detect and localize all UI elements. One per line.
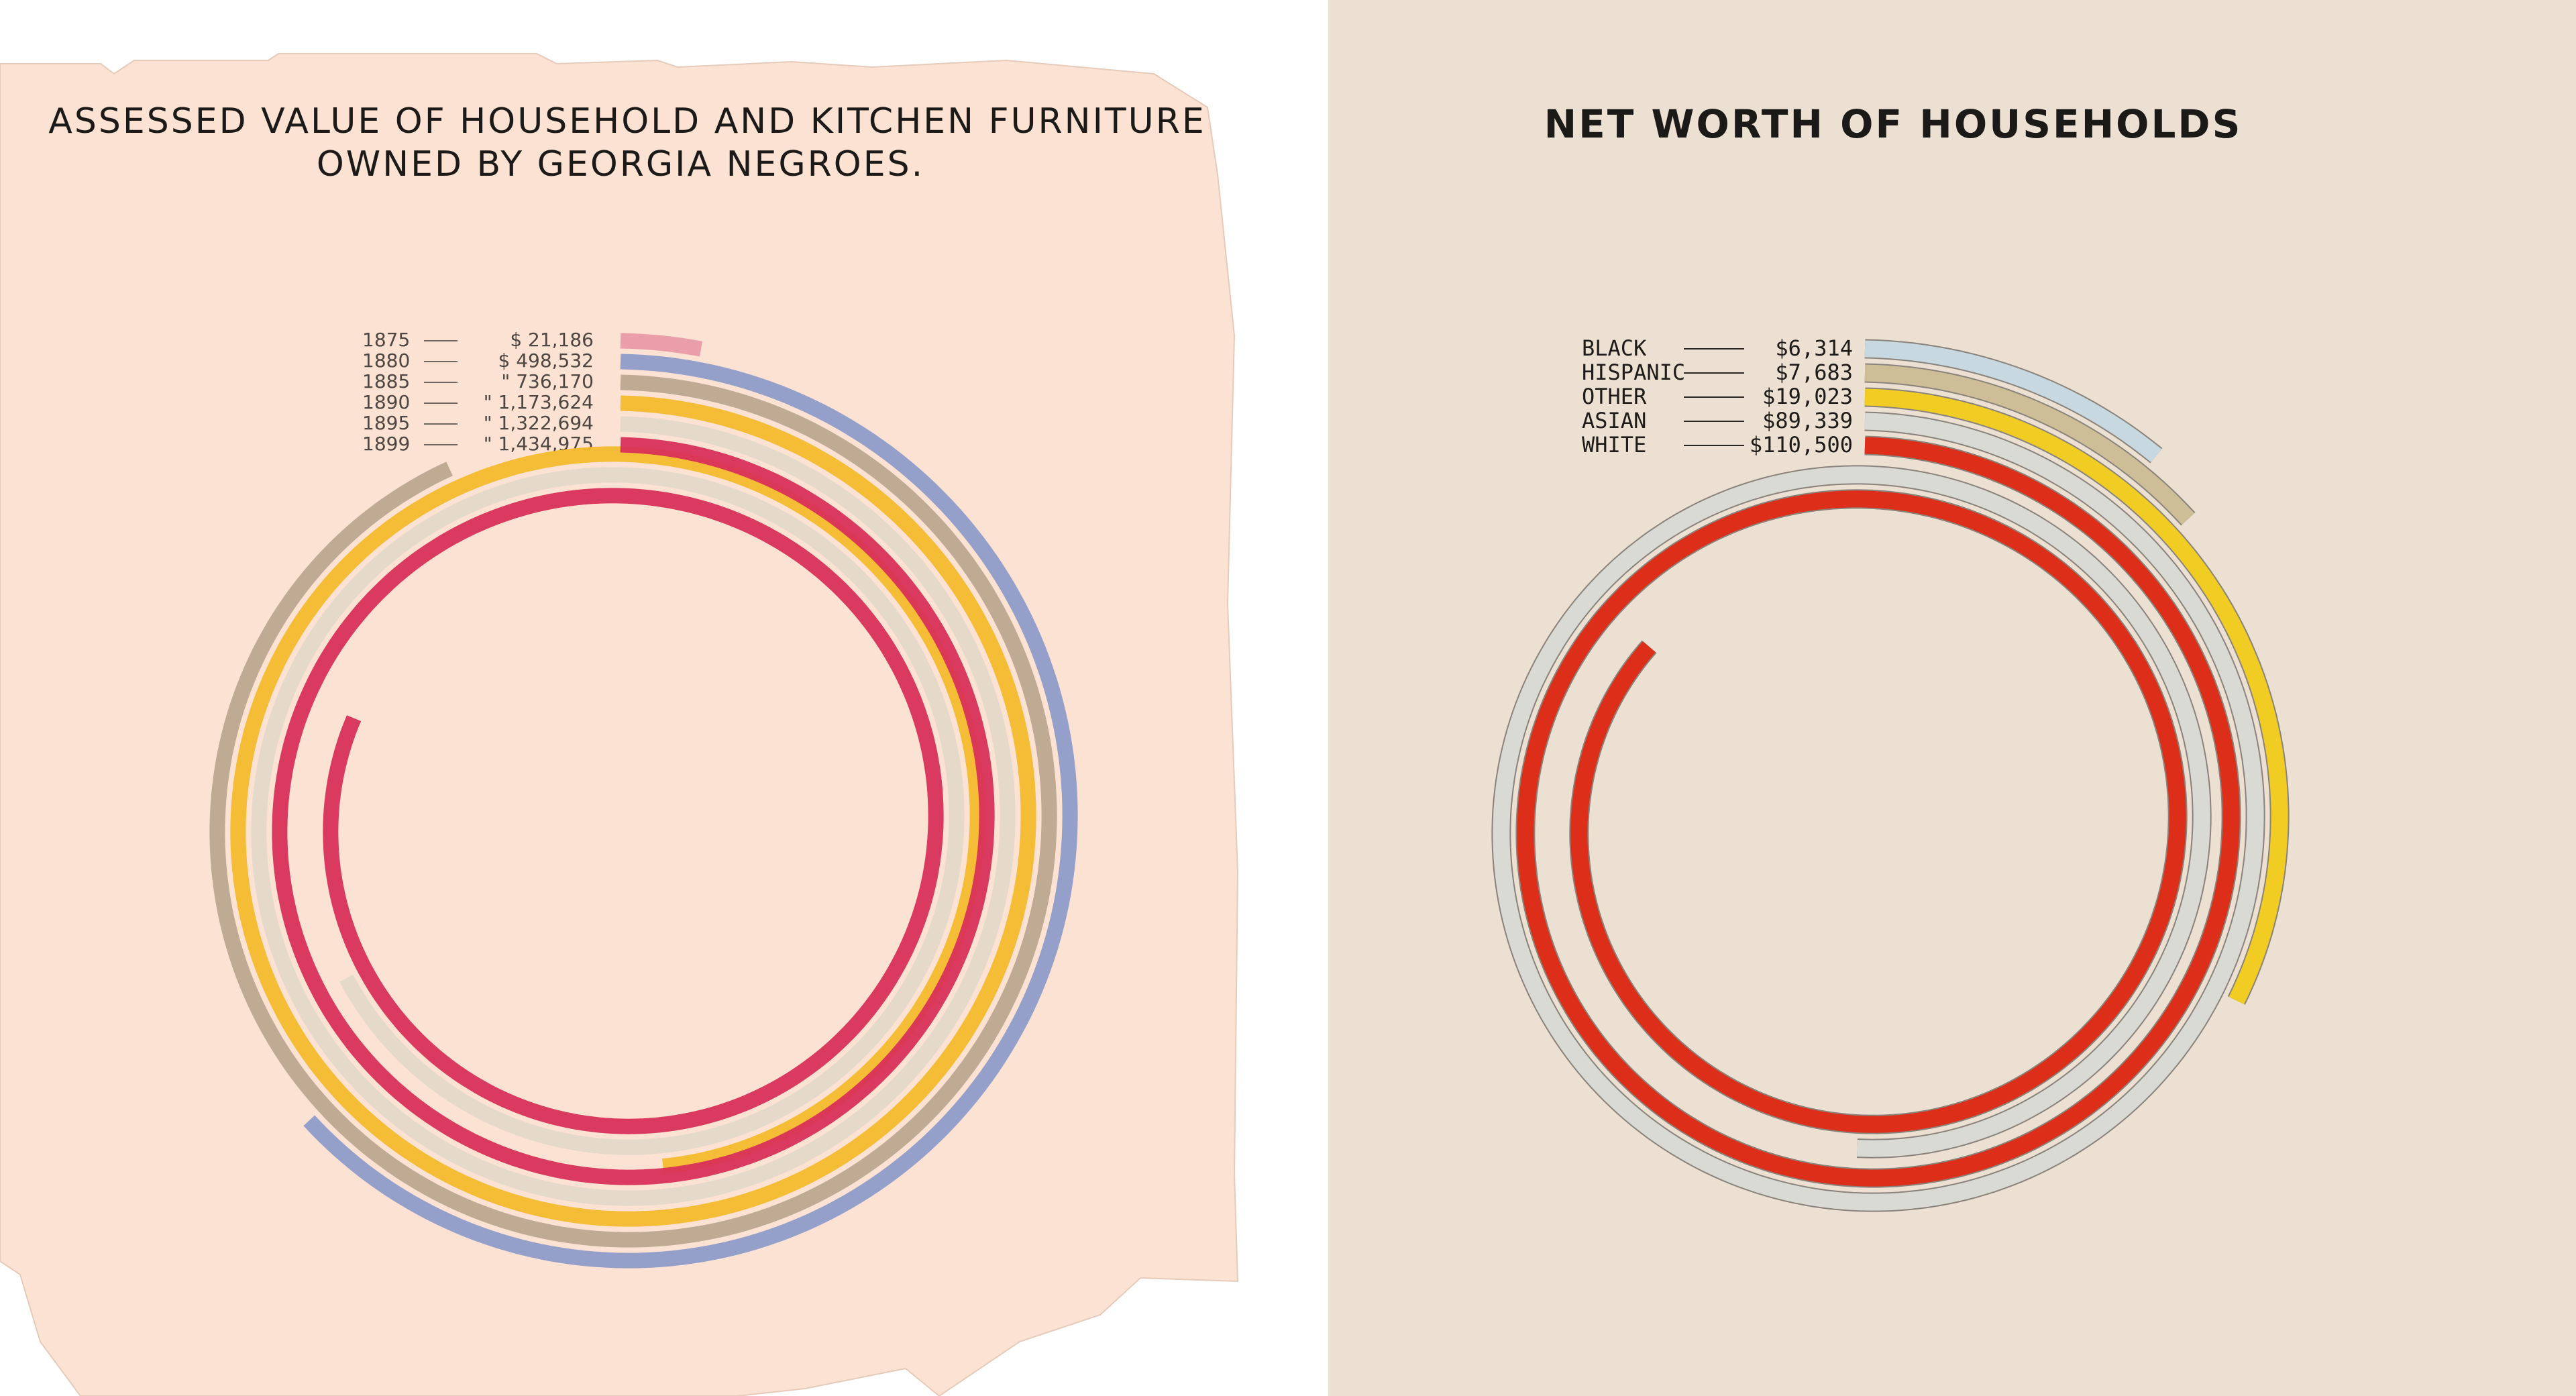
legend-value-1875: $ 21,186 bbox=[510, 329, 594, 351]
spiral-band-white bbox=[1517, 437, 2240, 1187]
chart-title: NET WORTH OF HOUSEHOLDS bbox=[1544, 101, 2243, 147]
legend-year-1890: 1890 bbox=[362, 391, 410, 413]
spiral-band-black bbox=[1864, 340, 2162, 462]
legend-year-1880: 1880 bbox=[362, 350, 410, 372]
left-chart-panel: ASSESSED VALUE OF HOUSEHOLD AND KITCHEN … bbox=[0, 0, 1241, 1396]
spiral-band-1880 bbox=[303, 354, 1078, 1269]
legend-year-1899: 1899 bbox=[362, 433, 410, 455]
legend-value-hispanic: $7,683 bbox=[1775, 360, 1853, 385]
spiral-band-other bbox=[1864, 388, 2288, 1004]
legend-name-white: WHITE bbox=[1582, 432, 1646, 458]
spiral-band-asian bbox=[1493, 413, 2264, 1211]
legend-name-hispanic: HISPANIC bbox=[1582, 360, 1685, 385]
legend-year-1875: 1875 bbox=[362, 329, 410, 351]
spiral-band-1875 bbox=[620, 333, 702, 357]
spiral-band-1890 bbox=[230, 395, 1036, 1227]
legend-name-black: BLACK bbox=[1582, 335, 1647, 361]
spiral-band-hispanic bbox=[1864, 364, 2195, 525]
legend-year-1885: 1885 bbox=[362, 370, 410, 392]
legend-name-asian: ASIAN bbox=[1582, 408, 1646, 433]
legend-value-other: $19,023 bbox=[1762, 384, 1853, 409]
right-spiral-chart: NET WORTH OF HOUSEHOLDS BLACK $6,314 HISPA… bbox=[1491, 101, 2290, 1212]
legend-value-1885: " 736,170 bbox=[501, 370, 594, 392]
legend-year-1895: 1895 bbox=[362, 412, 410, 434]
right-chart-panel: NET WORTH OF HOUSEHOLDS BLACK $6,314 HISPA… bbox=[1328, 0, 2576, 1396]
legend-value-black: $6,314 bbox=[1775, 335, 1853, 361]
legend-value-1890: " 1,173,624 bbox=[484, 391, 594, 413]
legend-value-white: $110,500 bbox=[1750, 432, 1853, 458]
legend-value-1880: $ 498,532 bbox=[498, 350, 594, 372]
spiral-band-1899 bbox=[272, 437, 995, 1185]
legend-value-asian: $89,339 bbox=[1762, 408, 1853, 433]
chart-title-line2: OWNED BY GEORGIA NEGROES. bbox=[317, 144, 924, 184]
spiral-band-1895 bbox=[251, 416, 1016, 1206]
legend-value-1895: " 1,322,694 bbox=[484, 412, 594, 434]
spiral-band-1885 bbox=[209, 374, 1057, 1248]
legend-name-other: OTHER bbox=[1582, 384, 1647, 409]
left-spiral-chart: ASSESSED VALUE OF HOUSEHOLD AND KITCHEN … bbox=[0, 53, 1239, 1396]
chart-title-line1: ASSESSED VALUE OF HOUSEHOLD AND KITCHEN … bbox=[48, 101, 1205, 142]
